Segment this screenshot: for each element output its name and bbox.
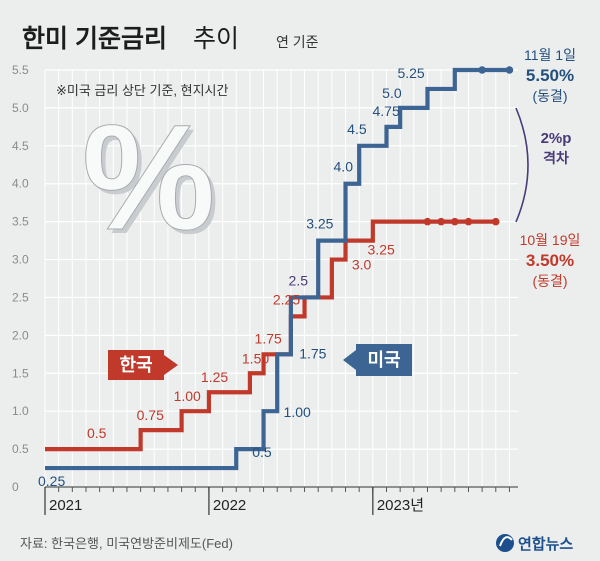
hold-marker xyxy=(423,217,432,226)
gap-label: 격차 xyxy=(543,150,569,166)
us-step-label: 5.25 xyxy=(397,65,424,81)
us-step-label: 4.0 xyxy=(334,159,354,175)
y-axis: 0 0.5 1.0 1.5 2.0 2.5 3.0 3.5 4.0 4.5 5.0 5.5 xyxy=(12,63,29,494)
x-axis: 2021 2022 2023년 xyxy=(44,486,518,515)
us-step-label: 1.75 xyxy=(299,345,326,361)
legend-korea-label: 한국 xyxy=(119,355,152,375)
us-step-label: 0.25 xyxy=(38,473,65,489)
x-year-label: 2022 xyxy=(213,497,246,514)
us-step-label: 4.5 xyxy=(347,121,367,137)
us-rate-line xyxy=(45,67,510,471)
us-step-label: 4.75 xyxy=(373,103,400,119)
korea-step-label: 1.50 xyxy=(242,350,269,366)
y-tick-label: 1.0 xyxy=(12,404,29,418)
chart-note: ※미국 금리 상단 기준, 현지시간 xyxy=(56,83,229,98)
svg-text:%: % xyxy=(86,97,219,265)
source-text: 자료: 한국은행, 미국연방준비제도(Fed) xyxy=(20,536,233,551)
y-tick-label: 3.5 xyxy=(12,215,29,229)
korea-step-label: 1.25 xyxy=(201,369,228,385)
korea-step-label: 1.75 xyxy=(255,330,282,346)
korea-step-label: 2.5 xyxy=(289,272,309,288)
data-labels: 0.50.751.001.251.501.752.252.53.03.250.2… xyxy=(38,65,425,489)
hold-marker xyxy=(464,217,473,226)
hold-marker xyxy=(491,217,500,226)
gap-value: 2%p xyxy=(541,130,572,147)
kr-end-date: 10월 19일 xyxy=(520,232,581,248)
korea-step-label: 1.00 xyxy=(174,388,201,404)
y-tick-label: 2.0 xyxy=(12,328,29,342)
y-tick-label: 3.0 xyxy=(12,253,29,267)
legend-us: 미국 xyxy=(343,344,412,376)
chart-title: 한미 기준금리 xyxy=(22,25,167,53)
korea-step-label: 3.25 xyxy=(368,242,395,258)
y-tick-label: 0 xyxy=(12,480,19,494)
korea-step-label: 3.0 xyxy=(352,257,372,273)
legend-korea: 한국 xyxy=(108,350,178,380)
y-tick-label: 5.0 xyxy=(12,101,29,115)
legend-us-label: 미국 xyxy=(367,350,400,370)
unit-basis: 연 기준 xyxy=(276,34,319,50)
gap-note: 2%p 격차 xyxy=(515,107,572,223)
y-tick-label: 4.5 xyxy=(12,139,29,153)
us-step-label: 1.00 xyxy=(284,404,311,420)
kr-end-value: 3.50% xyxy=(526,251,574,270)
chart-title-sub: 추이 xyxy=(193,25,239,53)
y-tick-label: 0.5 xyxy=(12,442,29,456)
hold-marker xyxy=(437,217,445,226)
us-step-label: 3.25 xyxy=(306,216,333,232)
korea-step-label: 0.75 xyxy=(137,407,164,423)
us-step-label: 5.0 xyxy=(382,85,402,101)
logo-text: 연합뉴스 xyxy=(518,536,573,553)
svg-text:%: % xyxy=(82,93,215,261)
logo: 연합뉴스 xyxy=(496,534,573,553)
us-end-date: 11월 1일 xyxy=(524,47,576,63)
us-step-label: 0.5 xyxy=(252,444,272,460)
hold-marker xyxy=(505,66,514,74)
series-us xyxy=(45,66,514,471)
x-year-label: 2021 xyxy=(49,497,82,514)
kr-end-note: 10월 19일 3.50% (동결) xyxy=(520,232,581,289)
us-end-status: (동결) xyxy=(532,88,567,104)
y-tick-label: 1.5 xyxy=(12,366,29,380)
us-end-note: 11월 1일 5.50% (동결) xyxy=(524,47,576,104)
y-tick-label: 2.5 xyxy=(12,290,29,304)
hold-marker xyxy=(478,66,486,74)
korea-step-label: 0.5 xyxy=(87,425,107,441)
kr-end-status: (동결) xyxy=(532,273,567,289)
y-tick-label: 4.0 xyxy=(12,177,29,191)
hold-marker xyxy=(451,217,459,226)
us-end-value: 5.50% xyxy=(526,66,574,85)
korea-step-label: 2.25 xyxy=(273,291,300,307)
x-year-label: 2023년 xyxy=(377,497,424,514)
percent-icon: % % xyxy=(82,93,220,266)
y-tick-label: 5.5 xyxy=(12,63,29,77)
